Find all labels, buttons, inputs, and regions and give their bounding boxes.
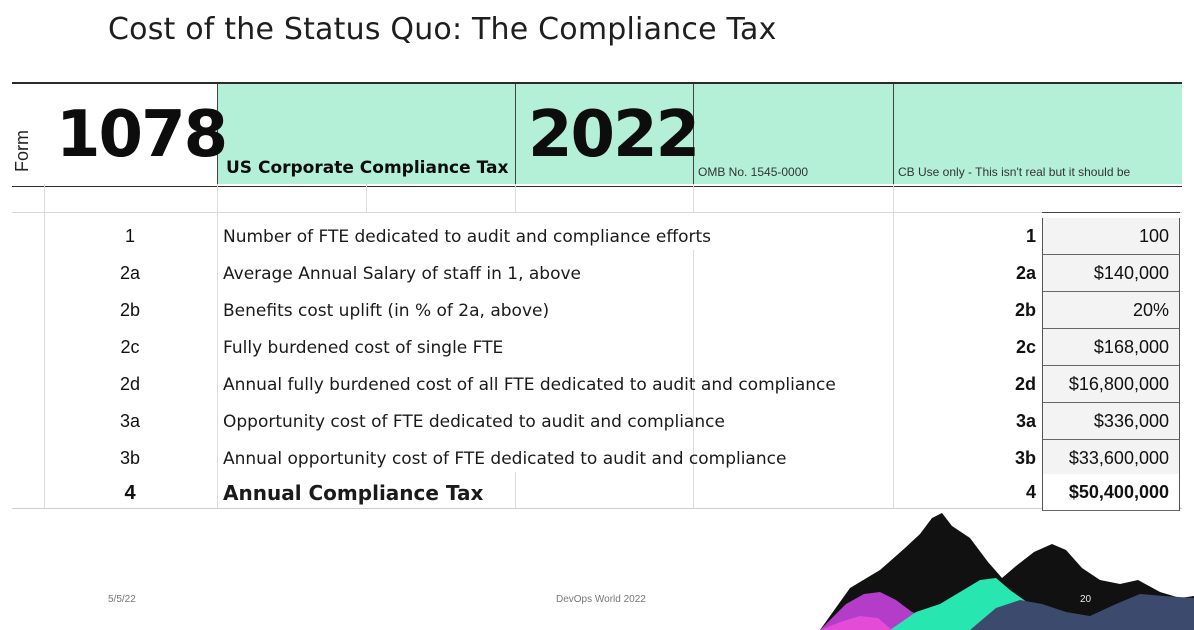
cb-note: CB Use only - This isn't real but it sho… xyxy=(898,165,1131,179)
grid-line xyxy=(515,184,516,212)
grid-line xyxy=(12,508,1182,509)
line-number: 3a xyxy=(1015,411,1036,431)
form-row-3b: 3b Annual opportunity cost of FTE dedica… xyxy=(12,440,1182,477)
row-description: Annual Compliance Tax xyxy=(223,481,484,505)
footer-event: DevOps World 2022 xyxy=(556,594,646,605)
row-description: Fully burdened cost of single FTE xyxy=(223,338,504,358)
line-number: 4 xyxy=(1025,482,1036,502)
grid-line xyxy=(693,184,694,212)
row-value[interactable]: $33,600,000 xyxy=(1042,440,1180,477)
form-number: 1078 xyxy=(56,98,228,172)
row-description: Opportunity cost of FTE dedicated to aud… xyxy=(223,412,725,432)
row-number: 3a xyxy=(119,411,141,431)
value-column-top-border xyxy=(1042,212,1180,213)
row-number: 2a xyxy=(119,263,141,283)
form-name-cell xyxy=(217,84,515,184)
row-number: 1 xyxy=(124,226,135,246)
slide-page-number: 20 xyxy=(1080,594,1092,605)
row-description: Annual opportunity cost of FTE dedicated… xyxy=(223,449,787,469)
omb-number: OMB No. 1545-0000 xyxy=(698,165,809,179)
row-value[interactable]: $168,000 xyxy=(1042,329,1180,366)
line-number: 2c xyxy=(1015,337,1036,357)
form-row-2a: 2a Average Annual Salary of staff in 1, … xyxy=(12,255,1182,292)
row-number: 2b xyxy=(119,300,141,320)
slide-title: Cost of the Status Quo: The Compliance T… xyxy=(108,12,777,47)
row-description: Number of FTE dedicated to audit and com… xyxy=(223,227,712,247)
footer-date: 5/5/22 xyxy=(108,594,136,605)
grid-line xyxy=(12,212,1182,213)
row-description: Average Annual Salary of staff in 1, abo… xyxy=(223,264,582,284)
row-number: 2d xyxy=(119,374,141,394)
line-number: 2b xyxy=(1014,300,1036,320)
line-number: 3b xyxy=(1014,448,1036,468)
form-word: Form xyxy=(12,130,32,172)
form-name: US Corporate Compliance Tax xyxy=(226,158,509,178)
grid-line xyxy=(44,184,45,508)
form-header xyxy=(12,82,1182,187)
grid-line xyxy=(893,184,894,508)
form-row-2d: 2d Annual fully burdened cost of all FTE… xyxy=(12,366,1182,403)
line-number: 2d xyxy=(1014,374,1036,394)
form-row-4-total: 4 Annual Compliance Tax 4 $50,400,000 xyxy=(12,474,1182,511)
omb-cell xyxy=(693,84,893,184)
row-value[interactable]: $16,800,000 xyxy=(1042,366,1180,403)
row-number: 2c xyxy=(120,337,140,357)
row-description: Benefits cost uplift (in % of 2a, above) xyxy=(223,301,550,321)
row-number: 4 xyxy=(124,482,136,504)
grid-line xyxy=(366,184,367,212)
form-year: 2022 xyxy=(528,98,700,172)
form-row-2b: 2b Benefits cost uplift (in % of 2a, abo… xyxy=(12,292,1182,329)
form-row-1: 1 Number of FTE dedicated to audit and c… xyxy=(12,218,1182,255)
form-row-2c: 2c Fully burdened cost of single FTE 2c … xyxy=(12,329,1182,366)
row-number: 3b xyxy=(119,448,141,468)
grid-line xyxy=(693,250,694,508)
row-value[interactable]: $336,000 xyxy=(1042,403,1180,440)
total-value[interactable]: $50,400,000 xyxy=(1042,474,1180,511)
form-year-cell xyxy=(515,84,693,184)
cb-cell xyxy=(893,84,1182,184)
form-row-3a: 3a Opportunity cost of FTE dedicated to … xyxy=(12,403,1182,440)
row-value[interactable]: 20% xyxy=(1042,292,1180,329)
row-value[interactable]: 100 xyxy=(1042,218,1180,255)
grid-line xyxy=(515,472,516,508)
line-number: 2a xyxy=(1015,263,1036,283)
mountain-illustration xyxy=(820,513,1194,630)
line-number: 1 xyxy=(1025,226,1036,246)
row-description: Annual fully burdened cost of all FTE de… xyxy=(223,375,836,395)
row-value[interactable]: $140,000 xyxy=(1042,255,1180,292)
grid-line xyxy=(217,184,218,508)
